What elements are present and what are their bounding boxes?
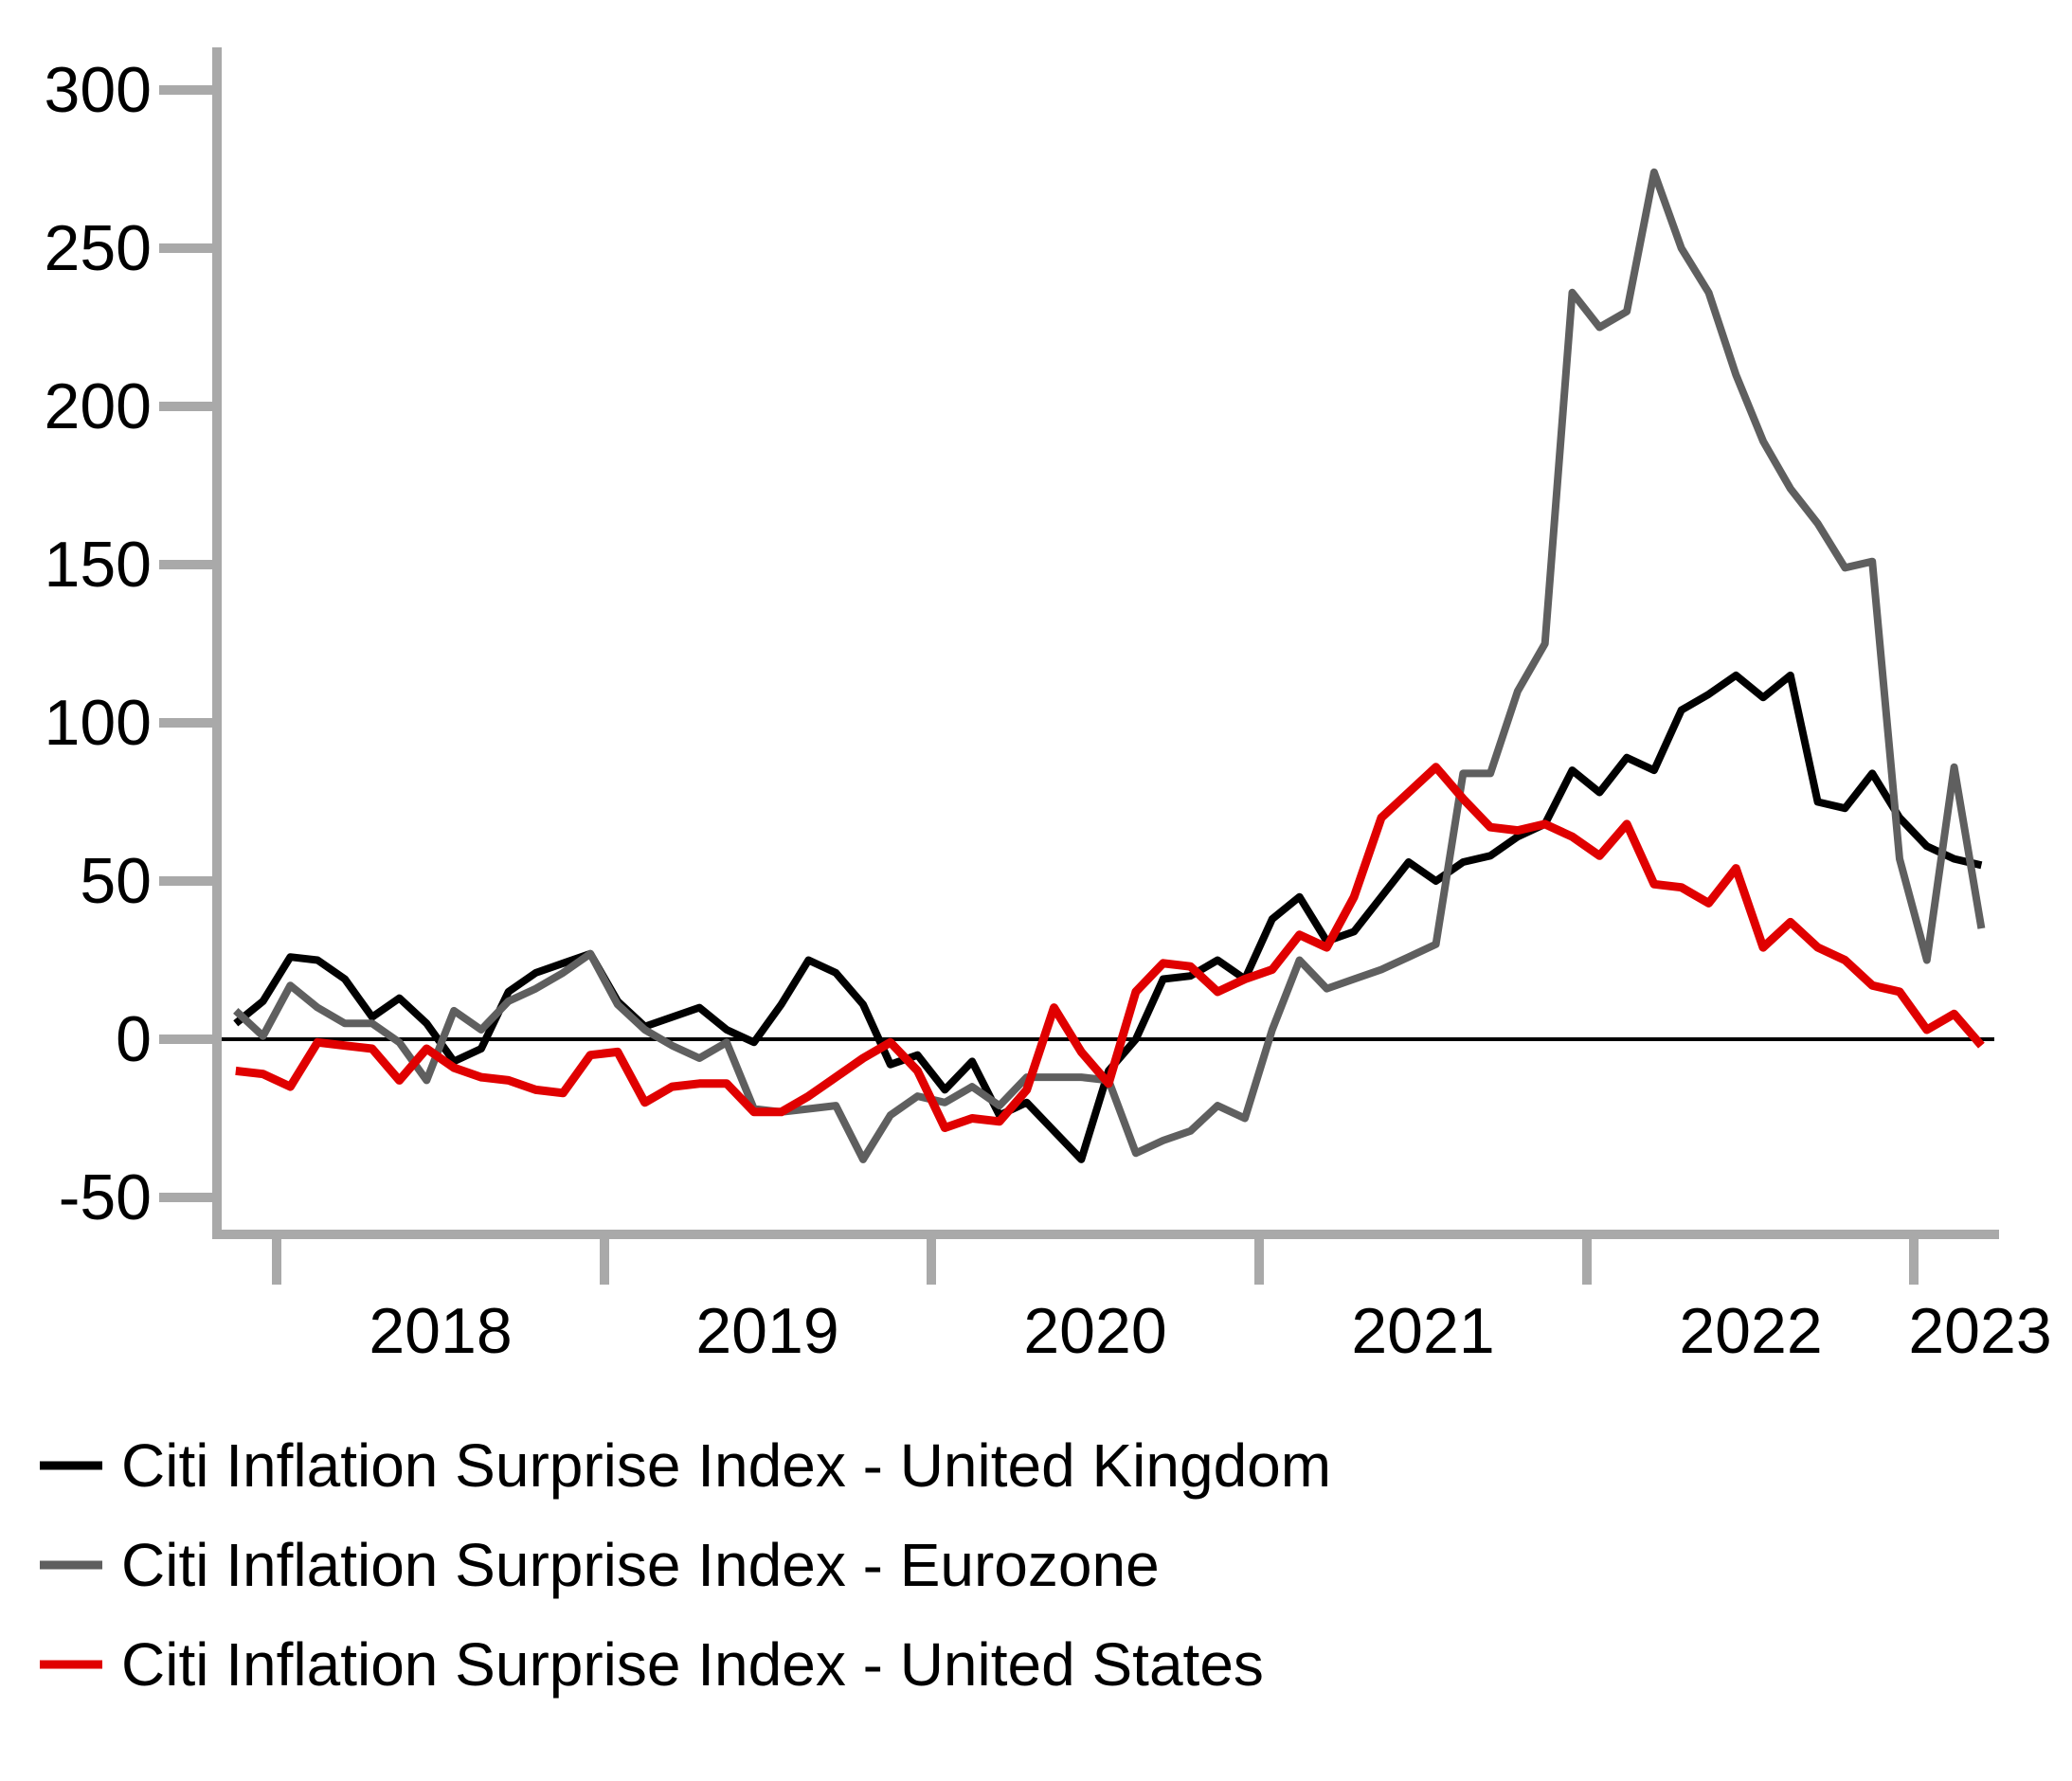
legend: Citi Inflation Surprise Index - United K… <box>40 1431 1331 1699</box>
y-tick <box>159 876 212 886</box>
x-axis-ticks <box>272 1239 1919 1285</box>
x-axis: 2018 2019 2020 2021 2022 2023 <box>212 1230 2052 1367</box>
series-line-eurozone <box>233 168 1986 1163</box>
y-tick-label: 50 <box>80 845 152 917</box>
x-axis-line <box>212 1230 1999 1239</box>
zero-line <box>222 1037 1994 1041</box>
y-axis-tick-labels: 300 250 200 150 100 50 0 -50 <box>45 54 152 1233</box>
x-axis-tick-labels: 2018 2019 2020 2021 2022 2023 <box>369 1295 2051 1367</box>
series-lines <box>233 168 1986 1163</box>
y-axis-ticks <box>159 85 212 1202</box>
y-tick-label: 200 <box>45 370 152 442</box>
y-tick-label: 0 <box>116 1003 152 1075</box>
x-tick-label: 2021 <box>1351 1295 1494 1367</box>
legend-label-united-kingdom: Citi Inflation Surprise Index - United K… <box>121 1431 1331 1500</box>
legend-label-eurozone: Citi Inflation Surprise Index - Eurozone <box>121 1531 1160 1599</box>
x-tick <box>600 1239 609 1285</box>
y-tick <box>159 85 212 95</box>
x-tick-label: 2018 <box>369 1295 512 1367</box>
y-tick <box>159 1034 212 1044</box>
x-tick <box>1582 1239 1592 1285</box>
x-tick <box>1909 1239 1919 1285</box>
y-tick-label: 250 <box>45 212 152 284</box>
x-tick-label: 2019 <box>695 1295 838 1367</box>
y-tick-label: 150 <box>45 529 152 601</box>
y-tick <box>159 1193 212 1202</box>
y-axis-spine <box>212 47 222 1239</box>
x-tick-label: 2022 <box>1679 1295 1822 1367</box>
y-tick-label: 300 <box>45 54 152 126</box>
x-tick-label: 2023 <box>1908 1295 2051 1367</box>
y-tick <box>159 402 212 411</box>
y-tick <box>159 560 212 569</box>
series-line-united-states <box>235 763 1985 1132</box>
x-tick-label: 2020 <box>1023 1295 1166 1367</box>
y-tick-label: -50 <box>59 1161 152 1233</box>
y-axis: 300 250 200 150 100 50 0 -50 <box>45 47 222 1239</box>
x-tick <box>272 1239 281 1285</box>
y-tick <box>159 718 212 728</box>
legend-item-united-states: Citi Inflation Surprise Index - United S… <box>40 1630 1264 1699</box>
y-tick <box>159 243 212 253</box>
legend-item-eurozone: Citi Inflation Surprise Index - Eurozone <box>40 1531 1160 1599</box>
x-tick <box>1254 1239 1264 1285</box>
legend-label-united-states: Citi Inflation Surprise Index - United S… <box>121 1630 1264 1699</box>
legend-item-united-kingdom: Citi Inflation Surprise Index - United K… <box>40 1431 1331 1500</box>
x-tick <box>927 1239 936 1285</box>
y-tick-label: 100 <box>45 687 152 759</box>
